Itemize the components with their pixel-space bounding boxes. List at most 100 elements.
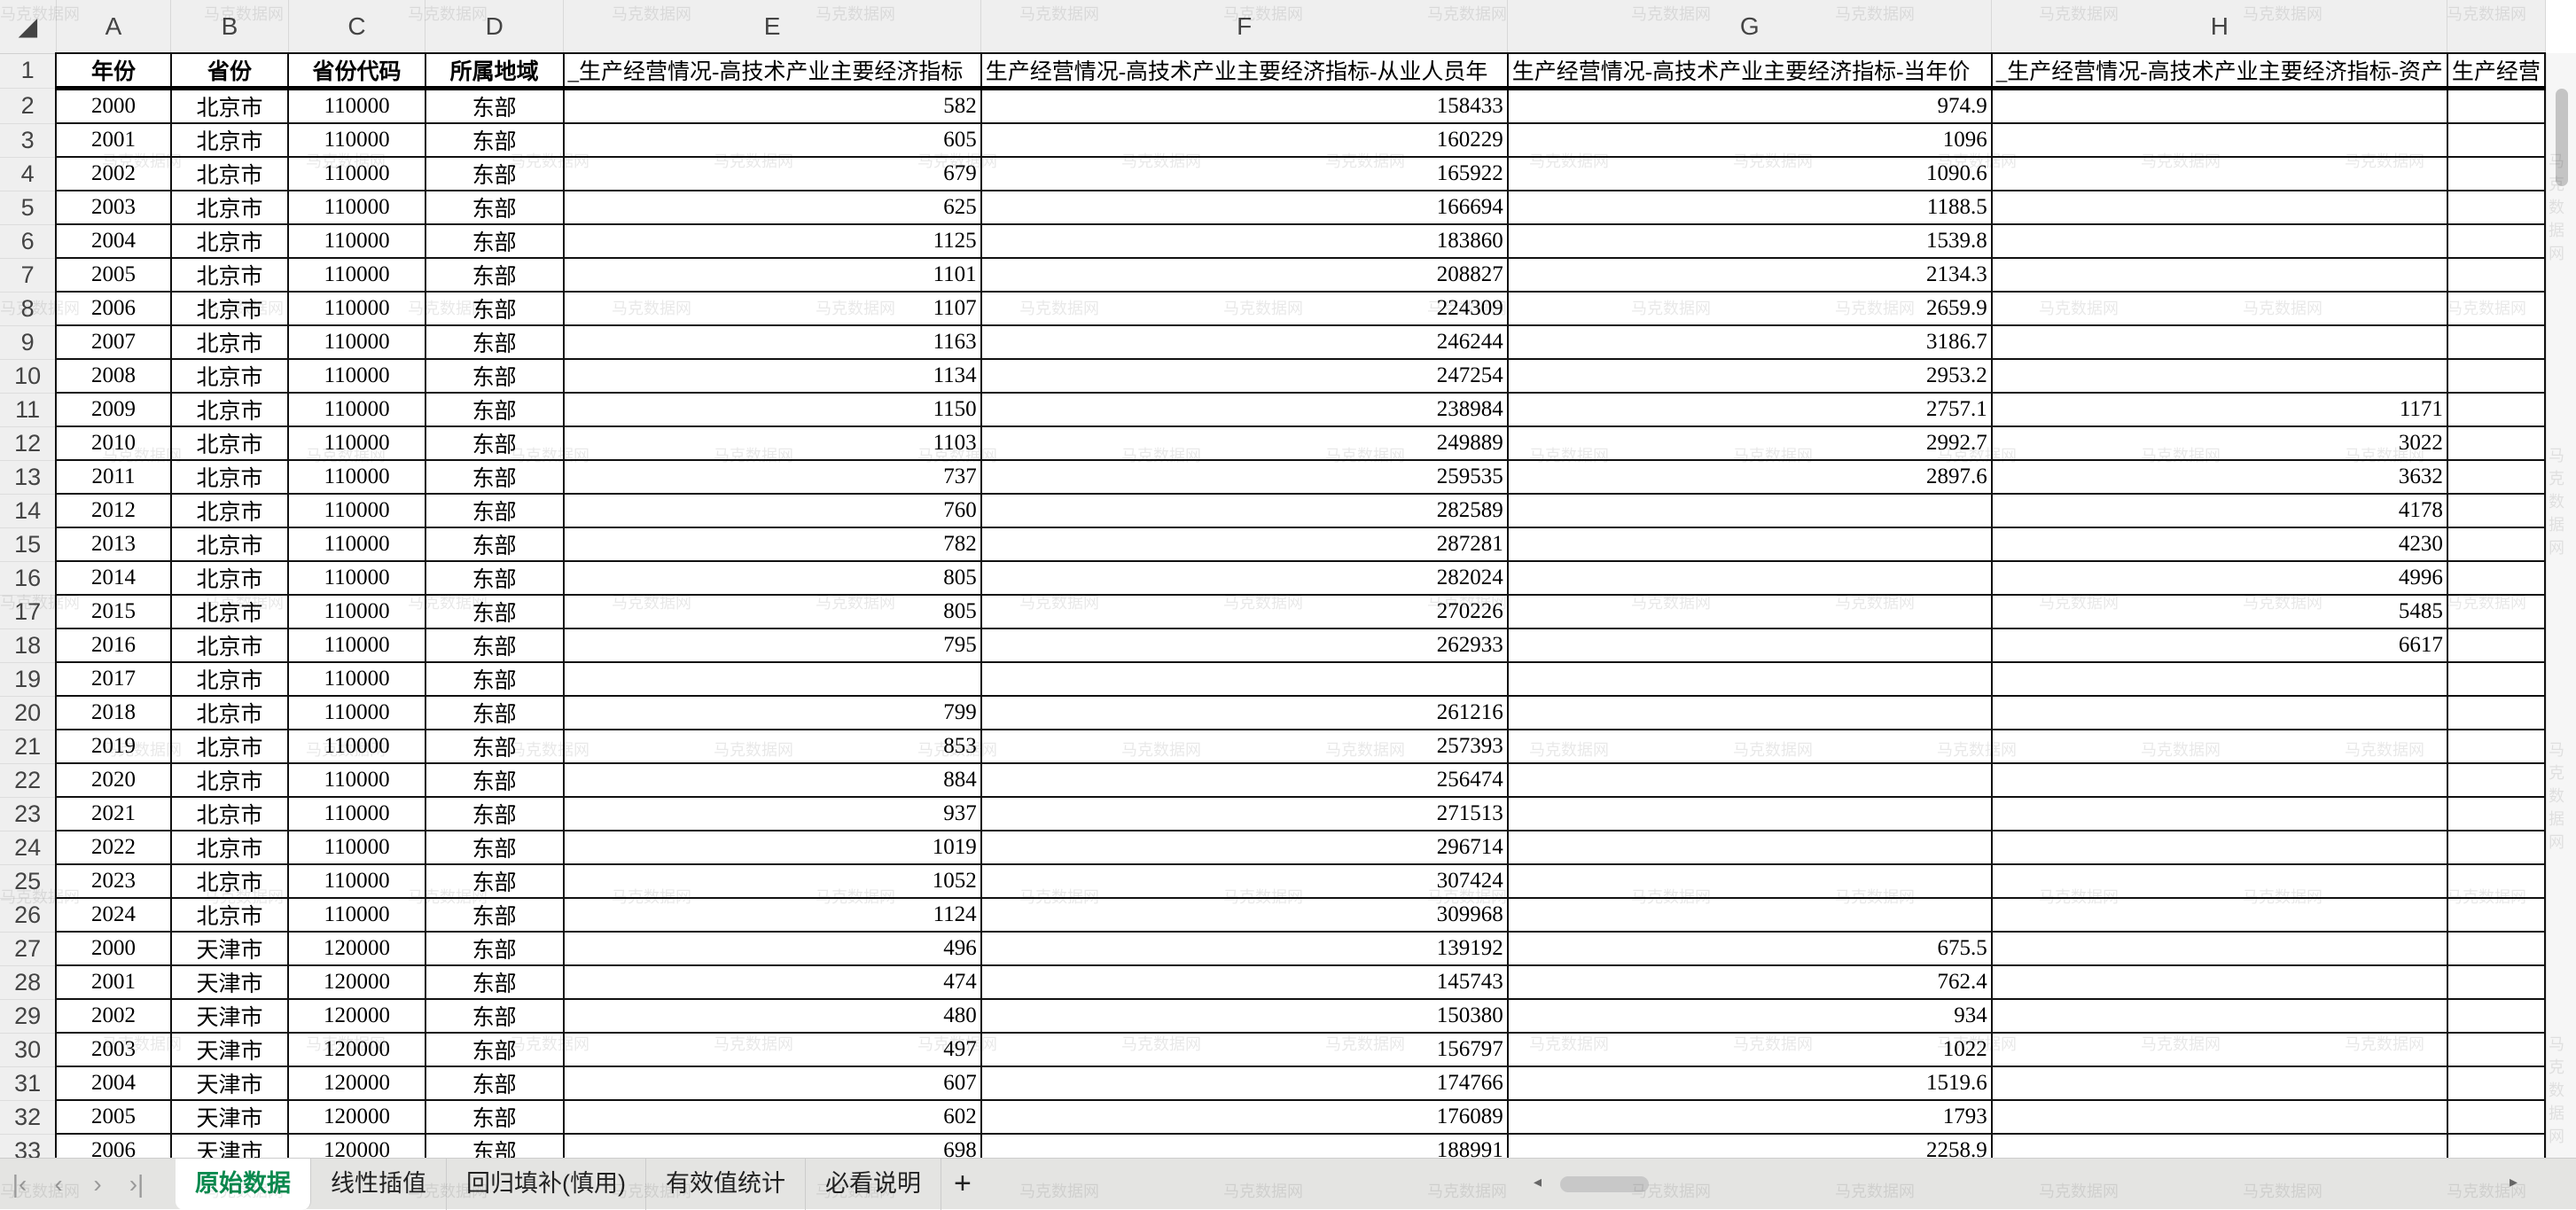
cell[interactable]: 174766	[980, 1066, 1509, 1101]
cell[interactable]: 110000	[287, 796, 426, 831]
column-header-i[interactable]	[2447, 0, 2546, 54]
cell[interactable]: 1101	[562, 257, 982, 293]
cell[interactable]: 110000	[287, 527, 426, 562]
cell[interactable]	[2446, 459, 2546, 495]
cell[interactable]	[1990, 223, 2448, 259]
cell[interactable]: 2005	[55, 1099, 172, 1135]
next-sheet-icon[interactable]: ›	[93, 1169, 102, 1198]
cell[interactable]	[2446, 156, 2546, 191]
cell[interactable]: 156797	[980, 1032, 1509, 1067]
cell[interactable]: 东部	[424, 291, 565, 326]
cell[interactable]: 139192	[980, 931, 1509, 966]
cell[interactable]	[1506, 527, 1993, 562]
cell[interactable]: 675.5	[1506, 931, 1993, 966]
last-sheet-icon[interactable]: ›|	[129, 1169, 144, 1198]
cell[interactable]: 496	[562, 931, 982, 966]
cell[interactable]: 259535	[980, 459, 1509, 495]
cell[interactable]: 110000	[287, 560, 426, 596]
cell[interactable]: 2004	[55, 1066, 172, 1101]
sheet-tab[interactable]: 有效值统计	[646, 1158, 806, 1210]
cell[interactable]: 东部	[424, 661, 565, 697]
cell[interactable]	[1506, 661, 1993, 697]
cell[interactable]: 北京市	[169, 796, 290, 831]
cell[interactable]: 1090.6	[1506, 156, 1993, 191]
cell[interactable]: 762.4	[1506, 964, 1993, 1000]
row-header[interactable]: 26	[0, 898, 57, 933]
cell[interactable]: 2000	[55, 931, 172, 966]
cell[interactable]: 2013	[55, 527, 172, 562]
row-header[interactable]: 11	[0, 393, 57, 427]
cell[interactable]: 东部	[424, 223, 565, 259]
cell[interactable]: 582	[562, 87, 982, 124]
column-header-c[interactable]: C	[288, 0, 426, 54]
cell[interactable]: 934	[1506, 998, 1993, 1034]
cell[interactable]: 2003	[55, 190, 172, 225]
cell[interactable]: 东部	[424, 527, 565, 562]
cell[interactable]	[2446, 257, 2546, 293]
cell[interactable]	[1506, 695, 1993, 730]
cell[interactable]: 110000	[287, 358, 426, 394]
cell[interactable]: 2001	[55, 964, 172, 1000]
column-header-f[interactable]: F	[980, 0, 1509, 54]
cell[interactable]	[2446, 1066, 2546, 1101]
cell[interactable]: 1171	[1990, 392, 2448, 427]
cell[interactable]: 698	[562, 1133, 982, 1158]
cell[interactable]	[2446, 863, 2546, 899]
spreadsheet-grid[interactable]: ◢ A B C D E F G H 1 年份 省份 省份代码 所属地域 _生产经营情况-高技术产业主要经济…	[0, 0, 2546, 1158]
cell[interactable]: 261216	[980, 695, 1509, 730]
cell[interactable]: 天津市	[169, 1099, 290, 1135]
cell[interactable]: 东部	[424, 628, 565, 663]
cell[interactable]	[2446, 87, 2546, 124]
cell[interactable]: 1107	[562, 291, 982, 326]
cell[interactable]	[2446, 594, 2546, 629]
cell[interactable]: 东部	[424, 459, 565, 495]
cell[interactable]: 北京市	[169, 762, 290, 798]
cell[interactable]: 2022	[55, 830, 172, 865]
cell[interactable]: 3186.7	[1506, 324, 1993, 360]
cell[interactable]: 北京市	[169, 392, 290, 427]
vertical-scroll-thumb[interactable]	[2556, 89, 2568, 186]
cell[interactable]: 北京市	[169, 527, 290, 562]
add-sheet-button[interactable]: +	[953, 1167, 972, 1200]
header-cell[interactable]: 省份	[169, 52, 290, 90]
cell[interactable]: 110000	[287, 863, 426, 899]
cell[interactable]: 1150	[562, 392, 982, 427]
cell[interactable]: 东部	[424, 729, 565, 764]
cell[interactable]	[1990, 87, 2448, 124]
cell[interactable]	[1990, 291, 2448, 326]
cell[interactable]: 2897.6	[1506, 459, 1993, 495]
cell[interactable]: 2014	[55, 560, 172, 596]
cell[interactable]	[1506, 493, 1993, 528]
cell[interactable]	[1990, 1133, 2448, 1158]
cell[interactable]: 282024	[980, 560, 1509, 596]
cell[interactable]: 110000	[287, 257, 426, 293]
cell[interactable]: 176089	[980, 1099, 1509, 1135]
cell[interactable]	[1990, 156, 2448, 191]
cell[interactable]: 2010	[55, 425, 172, 461]
cell[interactable]: 北京市	[169, 122, 290, 158]
row-header[interactable]: 5	[0, 191, 57, 225]
cell[interactable]: 309968	[980, 897, 1509, 933]
cell[interactable]: 4230	[1990, 527, 2448, 562]
cell[interactable]: 东部	[424, 358, 565, 394]
cell[interactable]: 5485	[1990, 594, 2448, 629]
cell[interactable]: 东部	[424, 594, 565, 629]
cell[interactable]: 208827	[980, 257, 1509, 293]
cell[interactable]: 110000	[287, 897, 426, 933]
cell[interactable]: 东部	[424, 964, 565, 1000]
cell[interactable]: 2024	[55, 897, 172, 933]
cell[interactable]	[1990, 1032, 2448, 1067]
cell[interactable]: 东部	[424, 257, 565, 293]
cell[interactable]: 东部	[424, 560, 565, 596]
sheet-tab[interactable]: 必看说明	[806, 1158, 941, 1210]
cell[interactable]	[2446, 695, 2546, 730]
cell[interactable]	[1990, 358, 2448, 394]
scroll-right-icon[interactable]: ▸	[2509, 1173, 2517, 1190]
header-cell[interactable]: 省份代码	[287, 52, 426, 90]
cell[interactable]: 东部	[424, 425, 565, 461]
cell[interactable]	[980, 661, 1509, 697]
cell[interactable]	[2446, 796, 2546, 831]
column-header-g[interactable]: G	[1507, 0, 1993, 54]
cell[interactable]: 307424	[980, 863, 1509, 899]
cell[interactable]: 东部	[424, 324, 565, 360]
